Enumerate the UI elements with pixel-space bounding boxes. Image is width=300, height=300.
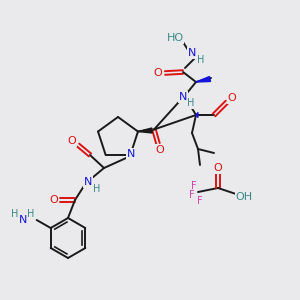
- Text: N: N: [179, 92, 187, 102]
- Text: O: O: [156, 145, 164, 154]
- Text: N: N: [188, 48, 196, 58]
- Text: H: H: [187, 98, 195, 108]
- Text: O: O: [50, 195, 58, 205]
- Text: N: N: [127, 149, 136, 159]
- Text: H: H: [93, 184, 101, 194]
- Text: H: H: [11, 209, 18, 219]
- Text: F: F: [191, 181, 197, 191]
- Text: O: O: [228, 93, 236, 103]
- Text: OH: OH: [236, 192, 253, 202]
- Text: O: O: [214, 163, 222, 173]
- Text: H: H: [197, 55, 205, 65]
- Text: H: H: [27, 209, 34, 219]
- Text: F: F: [197, 196, 203, 206]
- Polygon shape: [196, 76, 211, 82]
- Text: F: F: [189, 190, 195, 200]
- Text: O: O: [154, 68, 162, 78]
- Polygon shape: [138, 128, 152, 133]
- Polygon shape: [196, 112, 198, 118]
- Text: O: O: [68, 136, 76, 146]
- Text: N: N: [19, 215, 27, 225]
- Text: HO: HO: [167, 33, 184, 43]
- Text: N: N: [84, 177, 92, 187]
